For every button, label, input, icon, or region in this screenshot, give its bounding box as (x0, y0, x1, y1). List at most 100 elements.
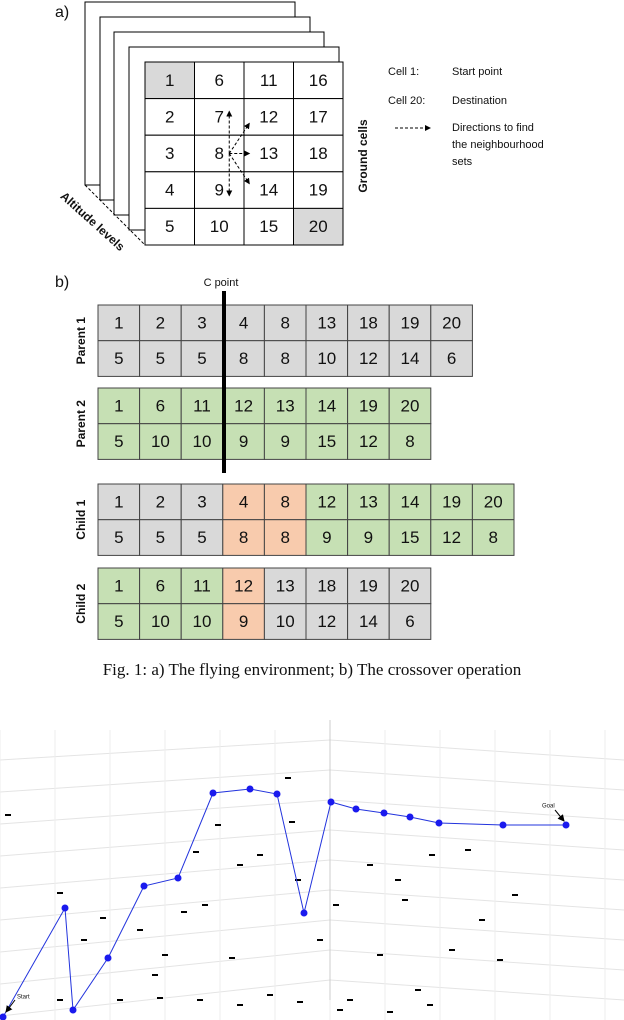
gene-value: 10 (193, 612, 212, 631)
gene-cell (263, 519, 307, 556)
gene-value: 6 (447, 349, 456, 368)
gene-value: 14 (359, 612, 378, 631)
gene-value: 19 (401, 313, 420, 332)
legend-key: Cell 20: (388, 95, 425, 107)
gene-value: 13 (276, 396, 295, 415)
gene-value: 1 (114, 396, 123, 415)
gene-value: 8 (488, 528, 497, 547)
waypoint (140, 882, 148, 890)
legend-text: the neighbourhood (452, 139, 544, 151)
grid-cell (243, 61, 294, 100)
gene-cell (180, 519, 224, 556)
grid-cell (243, 171, 294, 209)
gene-cell (180, 423, 224, 460)
gene-value: 12 (317, 492, 336, 511)
gene-value: 3 (197, 492, 206, 511)
gene-cell (97, 340, 141, 377)
gene-value: 20 (401, 576, 420, 595)
gene-cell (180, 567, 224, 605)
gene-value: 14 (401, 492, 420, 511)
start-label: Start (17, 995, 30, 1001)
cell-number: 7 (215, 107, 224, 126)
gene-value: 13 (276, 576, 295, 595)
gene-cell (388, 603, 432, 640)
waypoint (562, 821, 570, 829)
cell-number: 16 (309, 71, 328, 90)
gene-value: 6 (156, 576, 165, 595)
cell-number: 4 (165, 181, 174, 200)
plot-grid (329, 769, 624, 791)
cell-number: 6 (215, 71, 224, 90)
grid-cell (144, 134, 195, 173)
cell-number: 11 (260, 71, 278, 90)
gene-cell (263, 483, 307, 521)
panel-label: a) (55, 4, 69, 21)
gene-cell (388, 423, 432, 460)
gene-value: 2 (156, 313, 165, 332)
legend-key: Cell 1: (388, 66, 419, 78)
cell-number: 5 (165, 217, 174, 236)
gene-cell (347, 387, 390, 425)
gene-value: 19 (359, 396, 378, 415)
cell-number: 1 (165, 71, 174, 90)
gene-cell (347, 423, 390, 460)
gene-value: 10 (276, 612, 295, 631)
gene-value: 8 (280, 492, 289, 511)
gene-value: 8 (280, 528, 289, 547)
gene-cell (388, 387, 432, 425)
gene-value: 18 (317, 576, 336, 595)
gene-cell (139, 483, 182, 521)
panel-label: b) (55, 274, 69, 291)
grid-cell (194, 98, 245, 136)
gene-cell (222, 603, 265, 640)
grid-cell (293, 134, 344, 173)
cell-number: 17 (309, 107, 328, 126)
gene-value: 9 (280, 432, 289, 451)
cell-number: 14 (259, 181, 278, 200)
gene-cell (388, 340, 432, 377)
gene-value: 12 (234, 576, 253, 595)
waypoint (300, 909, 308, 917)
gene-value: 9 (322, 528, 331, 547)
plot-grid (329, 949, 624, 971)
waypoint (104, 954, 112, 962)
gene-value: 8 (239, 349, 248, 368)
gene-value: 2 (156, 492, 165, 511)
gene-value: 8 (239, 528, 248, 547)
gene-value: 8 (280, 349, 289, 368)
flight-path (2, 788, 566, 1018)
gene-value: 10 (317, 349, 336, 368)
gene-cell (430, 519, 473, 556)
gene-cell (97, 423, 141, 460)
grid-cell (293, 207, 344, 246)
waypoint (0, 1013, 7, 1020)
legend-text: Directions to find (452, 122, 534, 134)
gene-value: 5 (197, 528, 206, 547)
gene-value: 8 (405, 432, 414, 451)
gene-cell (471, 483, 515, 521)
gene-cell (139, 603, 182, 640)
gene-cell (347, 340, 390, 377)
cell-number: 8 (215, 144, 224, 163)
gene-value: 1 (114, 576, 123, 595)
waypoint (246, 785, 254, 793)
gene-cell (430, 304, 473, 342)
gene-value: 3 (197, 313, 206, 332)
gene-value: 19 (359, 576, 378, 595)
gene-value: 5 (114, 432, 123, 451)
gene-value: 14 (317, 396, 336, 415)
gene-value: 9 (364, 528, 373, 547)
gene-cell (388, 519, 432, 556)
cell-number: 18 (309, 144, 328, 163)
cell-number: 3 (165, 144, 174, 163)
gene-value: 5 (114, 528, 123, 547)
waypoint (209, 789, 217, 797)
waypoint (380, 809, 388, 817)
cell-number: 13 (259, 144, 278, 163)
gene-value: 12 (359, 432, 378, 451)
waypoint (327, 798, 335, 806)
legend-text: sets (452, 156, 473, 168)
gene-value: 10 (193, 432, 212, 451)
plot-grid (329, 799, 624, 821)
cell-number: 19 (309, 181, 328, 200)
